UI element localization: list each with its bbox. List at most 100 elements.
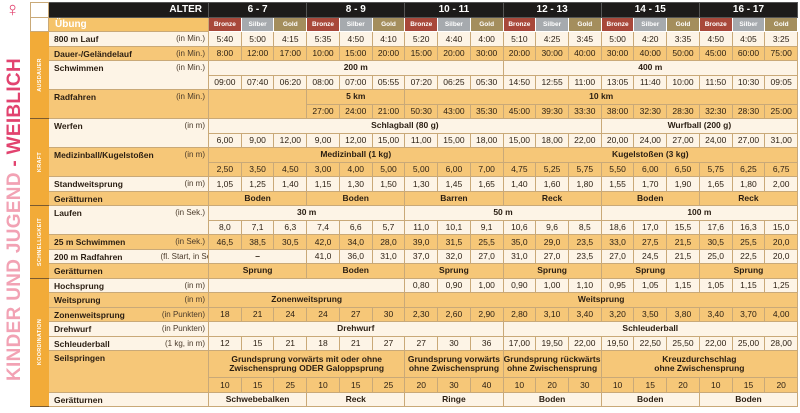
value-cell: 4:25 (535, 31, 569, 47)
discipline-header: 100 m (600, 205, 799, 221)
value-cell: 35,0 (502, 234, 537, 250)
value-cell: 36 (469, 335, 504, 351)
value-cell: 4,00 (338, 161, 373, 177)
exercise-unit: (in Punkten) (160, 306, 209, 322)
exercise-unit: (in Min.) (160, 45, 209, 61)
female-symbol-icon: ♀ (5, 0, 20, 21)
exercise-unit: (in m) (160, 277, 209, 293)
discipline-header: Schlagball (80 g) (208, 118, 602, 134)
exercise-label: Radfahren (48, 89, 161, 119)
value-cell: 05:55 (371, 74, 406, 90)
medal-bronze: Bronze (404, 16, 439, 32)
medal-silber: Silber (338, 16, 373, 32)
value-cell: 40:00 (633, 45, 668, 61)
value-cell: 5:20 (404, 31, 439, 47)
exercise-row: 27:00 24:00 21:00 50:30 43:00 35:30 45:00 39:30… (31, 103, 799, 119)
exercise-row: Standweitsprung (in m) 1,05 1,25 1,40 1,15 1,3… (31, 176, 799, 192)
value-cell: 75:00 (764, 45, 799, 61)
value-cell: 15 (731, 377, 766, 393)
value-cell: 15 (240, 377, 275, 393)
discipline-header: Drehwurf (208, 321, 504, 337)
value-cell: 07:00 (338, 74, 373, 90)
value-cell: 32:30 (633, 103, 668, 119)
discipline-header: Boden (600, 391, 700, 407)
value-cell: 15,5 (666, 219, 700, 235)
value-cell: 24 (273, 306, 308, 322)
exercise-row: 2,50 3,50 4,50 3,00 4,00 5,00 5,00 6,00 7,00 4,75… (31, 161, 799, 177)
value-cell: 3,80 (666, 306, 700, 322)
medal-gold: Gold (469, 16, 504, 32)
value-cell: 28:30 (731, 103, 766, 119)
value-cell: 5,75 (567, 161, 602, 177)
value-cell: 20 (535, 377, 569, 393)
medal-gold: Gold (764, 16, 799, 32)
value-cell: 18,00 (535, 132, 569, 148)
value-cell: 33,0 (600, 234, 635, 250)
exercise-label: Gerätturnen (48, 263, 161, 279)
exercise-label: Laufen (48, 205, 161, 235)
value-cell: 4:40 (437, 31, 471, 47)
value-cell: 4:05 (731, 31, 766, 47)
value-cell: 10 (502, 377, 537, 393)
value-cell: 6,3 (273, 219, 308, 235)
value-cell: 37,0 (404, 248, 439, 264)
page-side-title: KINDER UND JUGEND - WEIBLICH (2, 34, 28, 406)
value-cell: 1,50 (371, 176, 406, 192)
value-cell: 1,00 (469, 277, 504, 293)
value-cell: 27,00 (666, 132, 700, 148)
value-cell: 28:30 (666, 103, 700, 119)
value-cell: 5:35 (306, 31, 340, 47)
value-cell: 1,30 (338, 176, 373, 192)
value-cell: 2,80 (502, 306, 537, 322)
value-cell: 18 (306, 335, 340, 351)
discipline-header: Wurfball (200 g) (600, 118, 799, 134)
value-cell: 10 (306, 377, 340, 393)
value-cell: 3,10 (535, 306, 569, 322)
discipline-header: 50 m (404, 205, 602, 221)
value-cell: 21:00 (371, 103, 406, 119)
value-cell: 5,00 (404, 161, 439, 177)
value-cell: 12:00 (240, 45, 275, 61)
value-cell: 1,40 (502, 176, 537, 192)
value-cell: 40:00 (567, 45, 602, 61)
value-cell: 20 (404, 377, 439, 393)
value-cell: 10:00 (306, 45, 340, 61)
value-cell: 1,15 (731, 277, 766, 293)
medal-silber: Silber (437, 16, 471, 32)
value-cell: 45:00 (698, 45, 733, 61)
value-cell: 22,5 (731, 248, 766, 264)
exercise-row: 200 m Radfahren(fl. Start, in Sek.)–41,0… (31, 248, 799, 264)
value-cell: 12:55 (535, 74, 569, 90)
value-cell: 15 (338, 377, 373, 393)
value-cell: 3:45 (567, 31, 602, 47)
value-cell: 5,75 (698, 161, 733, 177)
value-cell: 17,00 (502, 335, 537, 351)
value-cell: 1,55 (600, 176, 635, 192)
value-cell: 25,0 (698, 248, 733, 264)
medal-bronze: Bronze (502, 16, 537, 32)
performance-table: ALTER 6 - 7 8 - 9 10 - 11 12 - 13 14 - 1… (30, 2, 799, 407)
value-cell: 4:50 (698, 31, 733, 47)
exercise-label: Standweitsprung (48, 176, 161, 192)
medal-bronze: Bronze (600, 16, 635, 32)
value-cell: 3,50 (633, 306, 668, 322)
value-cell: 4:50 (338, 31, 373, 47)
value-cell: 28,00 (764, 335, 799, 351)
value-cell: 1,65 (469, 176, 504, 192)
discipline-header: Reck (306, 391, 406, 407)
value-cell: 4:10 (371, 31, 406, 47)
value-cell: 5:10 (502, 31, 537, 47)
discipline-header: Grundsprung vorwärts mit oder ohne Zwisc… (207, 350, 406, 378)
value-cell: 25 (273, 377, 308, 393)
exercise-row: Seilspringen Grundsprung vorwärts mit ode… (31, 350, 799, 393)
discipline-header: Sprung (698, 263, 799, 279)
value-cell: 32:30 (698, 103, 733, 119)
value-cell: 25:00 (764, 103, 799, 119)
medal-bronze: Bronze (698, 16, 733, 32)
value-cell: 17:00 (273, 45, 308, 61)
value-cell: 43:00 (437, 103, 471, 119)
value-cell: 07:20 (404, 74, 439, 90)
value-cell: 20,0 (764, 234, 799, 250)
discipline-header: 400 m (502, 60, 799, 76)
value-cell: 20,00 (600, 132, 635, 148)
